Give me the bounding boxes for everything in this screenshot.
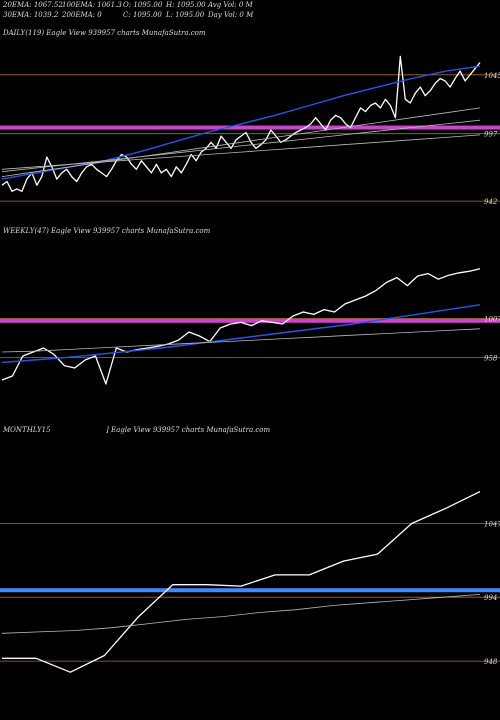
weekly-tick-label: 958 xyxy=(484,355,498,363)
weekly-price-line xyxy=(1,268,481,385)
weekly-ema_fast-line xyxy=(1,304,481,364)
ema200-readout: 200EMA: 0 xyxy=(62,11,102,19)
ema20-readout: 20EMA: 1067.52 xyxy=(3,1,63,9)
ema100-readout: 100EMA: 1061.3 xyxy=(62,1,122,9)
monthly-panel-label-source: ] Eagle View 939957 charts MunafaSutra.c… xyxy=(106,426,271,434)
monthly-price-line xyxy=(2,491,481,673)
monthly-tick-label: 1047 xyxy=(484,521,500,529)
monthly-tick-label: 994 xyxy=(484,594,497,602)
daily-ema20-line xyxy=(1,65,481,180)
monthly-panel-label: MONTHLY15 xyxy=(3,426,51,434)
high-readout: H: 1095.00 xyxy=(166,1,206,9)
avg-vol-readout: Avg Vol: 0 M xyxy=(208,1,253,9)
weekly-band xyxy=(0,318,500,323)
ema30-readout: 30EMA: 1039.2 xyxy=(3,11,59,19)
day-vol-readout: Day Vol: 0 M xyxy=(208,11,254,19)
daily-tick-label: 997 xyxy=(484,131,498,139)
daily-panel-label: DAILY(119) Eagle View 939957 charts Muna… xyxy=(3,29,206,37)
monthly-band xyxy=(0,588,500,593)
daily-band xyxy=(0,125,500,130)
chart-header: 20EMA: 1067.52 100EMA: 1061.3 O: 1095.00… xyxy=(0,0,500,24)
monthly-ema_slow-line xyxy=(1,594,481,634)
daily-price-line xyxy=(1,55,481,192)
daily-ema30-line xyxy=(1,107,481,177)
close-readout: C: 1095.00 xyxy=(123,11,162,19)
weekly-panel-label: WEEKLY(47) Eagle View 939957 charts Muna… xyxy=(3,227,211,235)
daily-tick-label: 1045 xyxy=(484,72,500,80)
daily-tick-label: 942 xyxy=(484,198,498,206)
open-readout: O: 1095.00 xyxy=(123,1,163,9)
weekly-ema_slow-line xyxy=(1,328,481,353)
low-readout: L: 1095.00 xyxy=(166,11,205,19)
monthly-tick-label: 948 xyxy=(484,658,498,666)
daily-ema200-line xyxy=(1,134,481,170)
weekly-tick-label: 1007 xyxy=(484,315,500,323)
